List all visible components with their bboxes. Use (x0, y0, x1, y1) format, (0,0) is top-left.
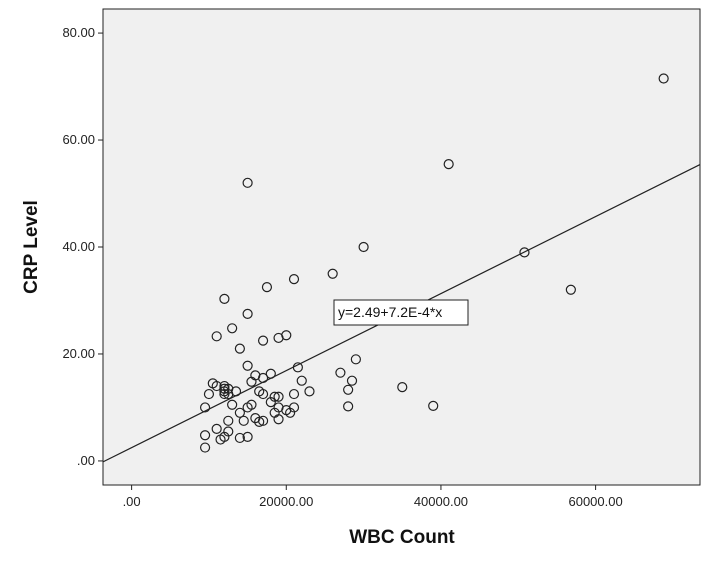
data-point (519, 247, 530, 258)
x-tick-label: 40000.00 (414, 494, 468, 509)
data-point (242, 308, 253, 319)
data-point (230, 386, 242, 397)
data-point (397, 382, 408, 393)
data-point (234, 407, 245, 418)
data-point (335, 367, 346, 378)
data-point (428, 400, 439, 411)
data-point (238, 415, 249, 426)
data-point (288, 402, 300, 413)
data-point (292, 362, 303, 373)
data-point (219, 431, 230, 442)
data-point (227, 399, 238, 410)
y-tick-label: 80.00 (62, 25, 95, 40)
data-point (242, 360, 253, 371)
data-point (254, 416, 265, 427)
x-tick-label: 60000.00 (568, 494, 622, 509)
data-point (211, 331, 222, 342)
data-point (443, 159, 454, 170)
y-axis-title: CRP Level (21, 200, 42, 294)
data-point (257, 335, 269, 346)
fit-equation-label: y=2.49+7.2E-4*x (338, 304, 442, 320)
data-point (234, 343, 245, 354)
data-point (246, 376, 257, 387)
data-point (265, 368, 276, 379)
plot-area (102, 8, 701, 486)
y-tick-label: 20.00 (62, 346, 95, 361)
data-point (350, 354, 361, 365)
data-point (273, 391, 284, 402)
data-point (257, 415, 269, 426)
y-tick-label: .00 (77, 453, 95, 468)
data-point (658, 73, 669, 84)
x-tick-label: .00 (123, 494, 141, 509)
data-point (346, 375, 358, 386)
data-point (273, 414, 284, 425)
x-axis: .00 20000.00 40000.00 60000.00 (123, 485, 623, 509)
fit-equation-frame (333, 299, 469, 326)
data-points (199, 73, 669, 453)
data-point (327, 268, 338, 279)
fit-equation-box: y=2.49+7.2E-4*x (333, 299, 469, 326)
data-point (304, 386, 315, 397)
data-point (343, 384, 354, 395)
data-point (234, 432, 245, 444)
data-point (203, 388, 215, 400)
data-point (199, 402, 211, 413)
data-point (343, 401, 354, 412)
data-point (223, 415, 234, 426)
data-point (288, 388, 300, 400)
data-point (219, 293, 230, 304)
x-tick-label: 20000.00 (259, 494, 313, 509)
data-point (257, 388, 269, 400)
x-axis-title: WBC Count (349, 527, 455, 548)
data-point (261, 282, 273, 293)
data-point (219, 388, 230, 400)
data-point (358, 241, 369, 253)
data-point (296, 375, 307, 386)
y-tick-label: 40.00 (62, 239, 95, 254)
data-point (265, 397, 276, 408)
data-point (288, 273, 300, 285)
data-point (565, 284, 576, 295)
data-point (199, 442, 211, 453)
data-point (281, 330, 292, 341)
data-point (242, 177, 253, 188)
data-point (242, 431, 253, 442)
data-point (246, 399, 257, 410)
y-tick-label: 60.00 (62, 132, 95, 147)
data-point (227, 323, 238, 334)
data-point (211, 423, 222, 434)
y-axis: .00 20.00 40.00 60.00 80.00 (62, 25, 103, 468)
data-point (199, 430, 211, 441)
data-point (257, 372, 269, 384)
